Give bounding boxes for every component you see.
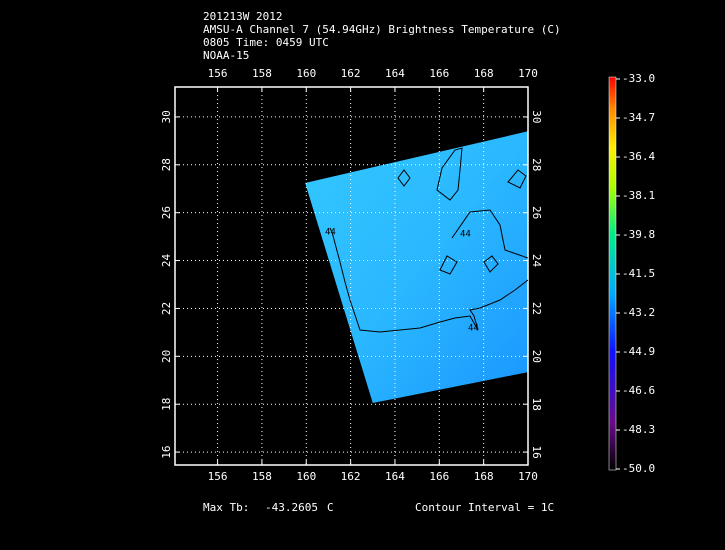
- footer-unit: C: [327, 501, 334, 514]
- colorbar-label: -43.2: [622, 306, 655, 319]
- contour-line: [329, 227, 528, 333]
- swath: [305, 131, 528, 403]
- lon-label: 168: [474, 67, 494, 80]
- footer-contour: Contour Interval = 1C: [415, 501, 554, 514]
- contour-line: [436, 147, 463, 201]
- colorbar-label: -38.1: [622, 189, 655, 202]
- lat-label: 26: [530, 206, 543, 219]
- grid: 156 156 158 158 160 160 162 162 164 164 166 166 168 1…: [160, 67, 543, 483]
- lon-label: 164: [385, 470, 405, 483]
- colorbar-label: -34.7: [622, 111, 655, 124]
- colorbar-labels: -33.0 -34.7 -36.4 -38.1 -39.8 -41.5 -43.2 -44.9…: [616, 72, 655, 475]
- lat-label: 24: [530, 254, 543, 268]
- contour-label: 44: [325, 228, 336, 238]
- contours: [329, 147, 528, 333]
- lon-label: 158: [252, 470, 272, 483]
- colorbar-label: -50.0: [622, 462, 655, 475]
- colorbar-label: -46.6: [622, 384, 655, 397]
- footer-value: -43.2605: [265, 501, 318, 514]
- contour-line: [483, 255, 499, 273]
- colorbar-label: -39.8: [622, 228, 655, 241]
- lat-label: 30: [160, 110, 173, 123]
- contour-line: [507, 169, 527, 189]
- map-frame: [174, 86, 529, 466]
- header-line: AMSU-A Channel 7 (54.94GHz) Brightness T…: [203, 23, 561, 36]
- lat-label: 24: [160, 254, 173, 268]
- contour-label: 44: [468, 324, 479, 334]
- lon-label: 160: [296, 67, 316, 80]
- swath-layer: [305, 131, 528, 403]
- colorbar: [608, 76, 617, 471]
- lat-label: 20: [530, 350, 543, 363]
- lat-label: 18: [530, 398, 543, 411]
- lon-label: 162: [341, 67, 361, 80]
- lon-label: 170: [518, 67, 538, 80]
- lon-label: 170: [518, 470, 538, 483]
- colorbar-label: -41.5: [622, 267, 655, 280]
- lon-label: 162: [341, 470, 361, 483]
- lat-label: 28: [530, 158, 543, 171]
- header-line: 201213W 2012: [203, 10, 282, 23]
- lat-label: 16: [160, 445, 173, 458]
- lon-label: 160: [296, 470, 316, 483]
- header-line: 0805 Time: 0459 UTC: [203, 36, 329, 49]
- lat-label: 22: [530, 302, 543, 315]
- lat-label: 26: [160, 206, 173, 219]
- contour-label: 44: [460, 230, 471, 240]
- lat-label: 20: [160, 350, 173, 363]
- lat-label: 28: [160, 158, 173, 171]
- lon-label: 164: [385, 67, 405, 80]
- colorbar-label: -48.3: [622, 423, 655, 436]
- lon-label: 158: [252, 67, 272, 80]
- lon-label: 166: [429, 67, 449, 80]
- colorbar-label: -33.0: [622, 72, 655, 85]
- contour-line: [397, 169, 411, 187]
- lat-label: 18: [160, 398, 173, 411]
- lon-label: 166: [429, 470, 449, 483]
- lat-label: 30: [530, 110, 543, 123]
- lat-label: 22: [160, 302, 173, 315]
- lon-label: 156: [208, 470, 228, 483]
- colorbar-label: -44.9: [622, 345, 655, 358]
- contour-line: [451, 209, 528, 259]
- header-line: NOAA-15: [203, 49, 249, 62]
- lat-label: 16: [530, 445, 543, 458]
- footer-label: Max Tb:: [203, 501, 249, 514]
- lon-label: 168: [474, 470, 494, 483]
- contour-line: [439, 255, 458, 275]
- colorbar-label: -36.4: [622, 150, 655, 163]
- lon-label: 156: [208, 67, 228, 80]
